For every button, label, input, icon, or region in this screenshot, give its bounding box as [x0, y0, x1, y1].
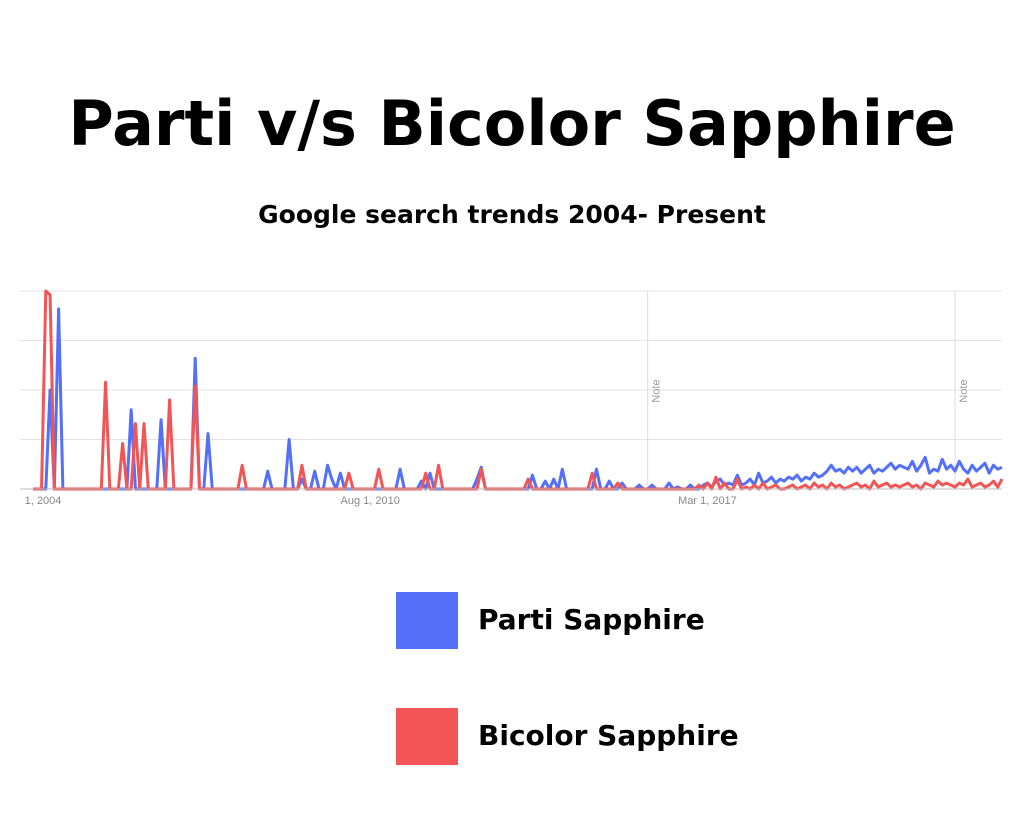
chart-subtitle: Google search trends 2004- Present: [258, 200, 766, 229]
x-tick-label: Mar 1, 2017: [678, 495, 737, 507]
legend-swatch: [396, 708, 458, 765]
note-label: Note: [651, 379, 663, 402]
chart-title: Parti v/s Bicolor Sapphire: [68, 87, 955, 160]
x-tick-label: Aug 1, 2010: [341, 495, 400, 507]
note-label: Note: [958, 379, 970, 402]
x-tick-label: 1, 2004: [25, 495, 62, 507]
legend-label: Bicolor Sapphire: [478, 719, 739, 752]
legend-swatch: [396, 592, 458, 649]
legend-label: Parti Sapphire: [478, 603, 705, 636]
